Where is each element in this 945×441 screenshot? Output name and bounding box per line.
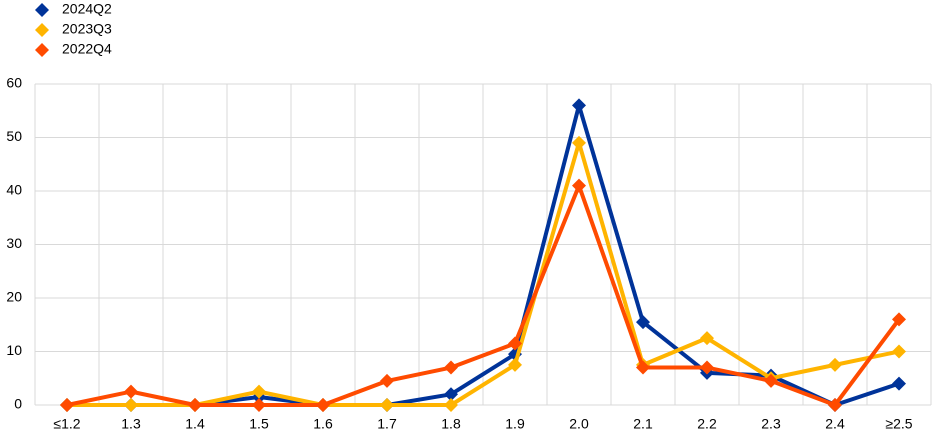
legend-label: 2024Q2: [62, 1, 112, 17]
series-line: [67, 140, 900, 407]
point-marker: [572, 135, 586, 150]
point-marker: [444, 360, 458, 375]
point-marker: [892, 312, 906, 327]
point-marker: [508, 336, 522, 351]
point-marker: [60, 398, 74, 412]
point-marker: [828, 398, 842, 412]
y-tick-label: 50: [6, 128, 22, 144]
point-marker: [700, 331, 714, 346]
point-marker: [380, 373, 394, 388]
legend-label: 2023Q3: [62, 21, 112, 37]
point-marker: [892, 344, 906, 359]
x-tick-label: 1.9: [505, 416, 525, 432]
x-tick-label: 1.8: [441, 416, 461, 432]
x-tick-label: ≤1.2: [53, 416, 80, 432]
x-tick-label: 2.3: [761, 416, 781, 432]
point-marker: [124, 398, 138, 412]
point-marker: [892, 376, 906, 391]
point-marker: [252, 384, 266, 399]
point-marker: [316, 398, 330, 412]
point-marker: [444, 398, 458, 412]
y-tick-label: 20: [6, 289, 22, 305]
point-marker: [444, 387, 458, 402]
point-marker: [124, 384, 138, 399]
point-marker: [636, 360, 650, 375]
y-tick-label: 10: [6, 342, 22, 358]
x-tick-label: ≥2.5: [885, 416, 912, 432]
point-marker: [572, 178, 586, 193]
x-tick-label: 1.7: [377, 416, 397, 432]
legend-marker: [35, 43, 49, 57]
point-marker: [700, 360, 714, 375]
x-tick-label: 2.0: [569, 416, 589, 432]
point-marker: [508, 357, 522, 372]
legend-marker: [35, 23, 49, 37]
point-marker: [828, 357, 842, 372]
x-tick-label: 1.6: [313, 416, 333, 432]
y-tick-label: 60: [6, 75, 22, 91]
point-marker: [380, 398, 394, 412]
x-tick-label: 1.4: [185, 416, 205, 432]
point-marker: [636, 315, 650, 330]
point-marker: [188, 398, 202, 412]
x-tick-label: 1.5: [249, 416, 269, 432]
x-tick-label: 2.1: [633, 416, 653, 432]
x-tick-label: 2.4: [825, 416, 845, 432]
x-tick-label: 2.2: [697, 416, 717, 432]
point-marker: [572, 98, 586, 113]
legend-marker: [35, 3, 49, 17]
point-marker: [764, 373, 778, 388]
y-tick-label: 30: [6, 235, 22, 251]
point-marker: [252, 398, 266, 412]
y-tick-label: 0: [14, 396, 22, 412]
x-tick-label: 1.3: [121, 416, 141, 432]
y-tick-label: 40: [6, 182, 22, 198]
legend-label: 2022Q4: [62, 41, 112, 57]
series-line: [66, 183, 901, 407]
